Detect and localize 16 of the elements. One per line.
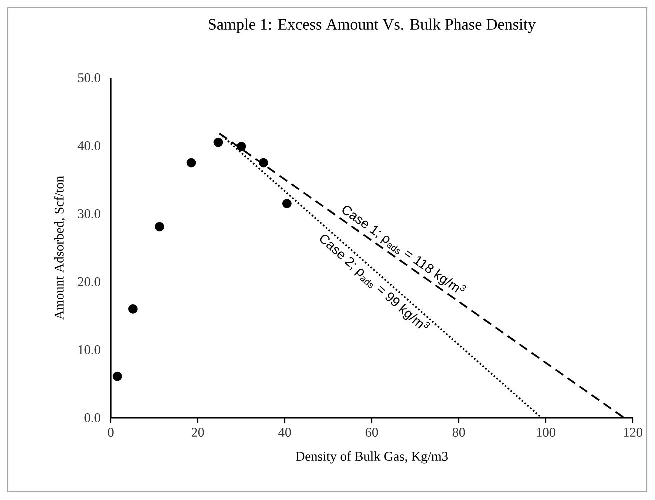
x-tick-label: 60 [366,428,378,438]
x-tick-label: 80 [452,428,466,438]
x-tick-label: 100 [537,428,556,438]
x-tick-label: 0 [108,428,114,438]
y-tick-label: 20.0 [78,277,100,287]
x-tick-label: 40 [278,428,292,438]
chart-title: Sample 1: Excess Amount Vs. Bulk Phase Density [209,18,536,34]
x-tick-label: 20 [192,428,204,438]
x-tick-label: 120 [624,428,643,438]
x-axis-title: Density of Bulk Gas, Kg/m3 [296,452,448,464]
y-tick-label: 50.0 [78,73,100,83]
y-tick-label: 40.0 [78,141,100,151]
y-tick-label: 10.0 [78,345,100,355]
y-tick-label: 0.0 [84,413,100,423]
y-tick-label: 30.0 [78,209,100,219]
y-axis-title: Amount Adsorbed, Scf/ton [54,176,66,320]
